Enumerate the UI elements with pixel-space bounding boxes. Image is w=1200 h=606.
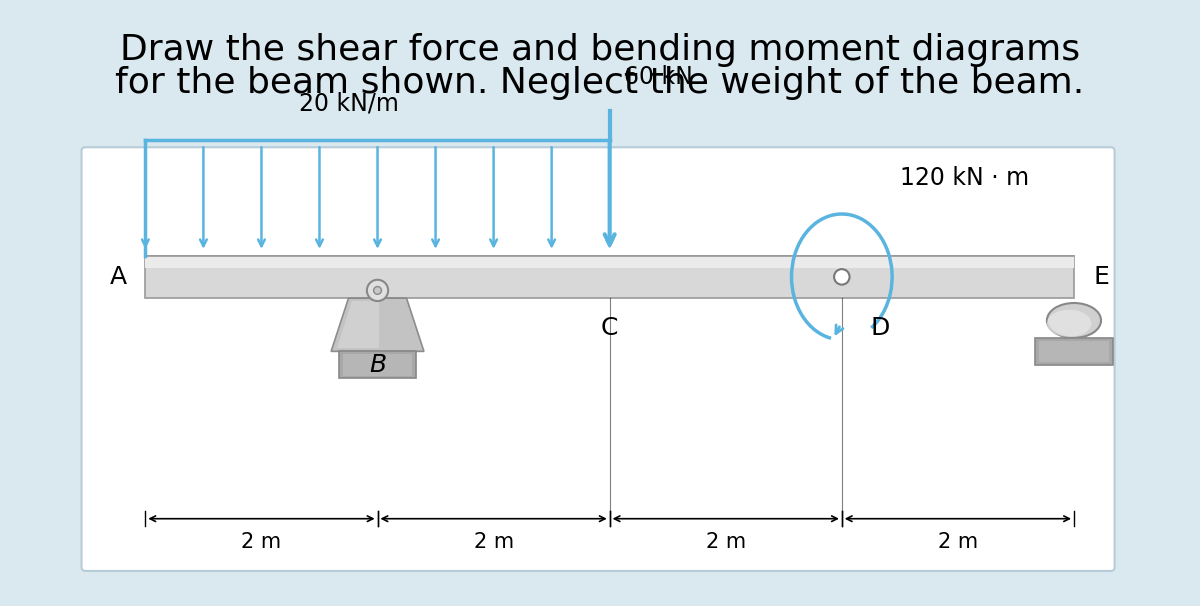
Text: C: C bbox=[601, 316, 618, 339]
Text: 2 m: 2 m bbox=[241, 532, 282, 552]
Text: 2 m: 2 m bbox=[938, 532, 978, 552]
Bar bbox=[1036, 338, 1112, 365]
Text: B: B bbox=[368, 353, 386, 378]
Text: 120 kN · m: 120 kN · m bbox=[900, 166, 1028, 190]
Circle shape bbox=[373, 287, 382, 295]
Text: 20 kN/m: 20 kN/m bbox=[299, 92, 398, 115]
Text: A: A bbox=[109, 265, 127, 289]
Text: D: D bbox=[871, 316, 890, 339]
Ellipse shape bbox=[1046, 303, 1102, 338]
Text: for the beam shown. Neglect the weight of the beam.: for the beam shown. Neglect the weight o… bbox=[115, 67, 1085, 101]
FancyBboxPatch shape bbox=[82, 147, 1115, 571]
Circle shape bbox=[834, 269, 850, 285]
Bar bbox=[343, 355, 413, 376]
Text: E: E bbox=[1093, 265, 1109, 289]
Bar bbox=[145, 256, 1074, 268]
Circle shape bbox=[367, 280, 388, 301]
Ellipse shape bbox=[1046, 310, 1091, 337]
Text: 60 kN: 60 kN bbox=[624, 65, 694, 89]
Bar bbox=[338, 351, 416, 379]
Text: Draw the shear force and bending moment diagrams: Draw the shear force and bending moment … bbox=[120, 33, 1080, 67]
Bar bbox=[145, 256, 1074, 298]
Bar bbox=[1039, 341, 1109, 362]
Polygon shape bbox=[337, 301, 379, 348]
Text: 2 m: 2 m bbox=[706, 532, 746, 552]
Polygon shape bbox=[331, 298, 424, 351]
Text: 2 m: 2 m bbox=[474, 532, 514, 552]
